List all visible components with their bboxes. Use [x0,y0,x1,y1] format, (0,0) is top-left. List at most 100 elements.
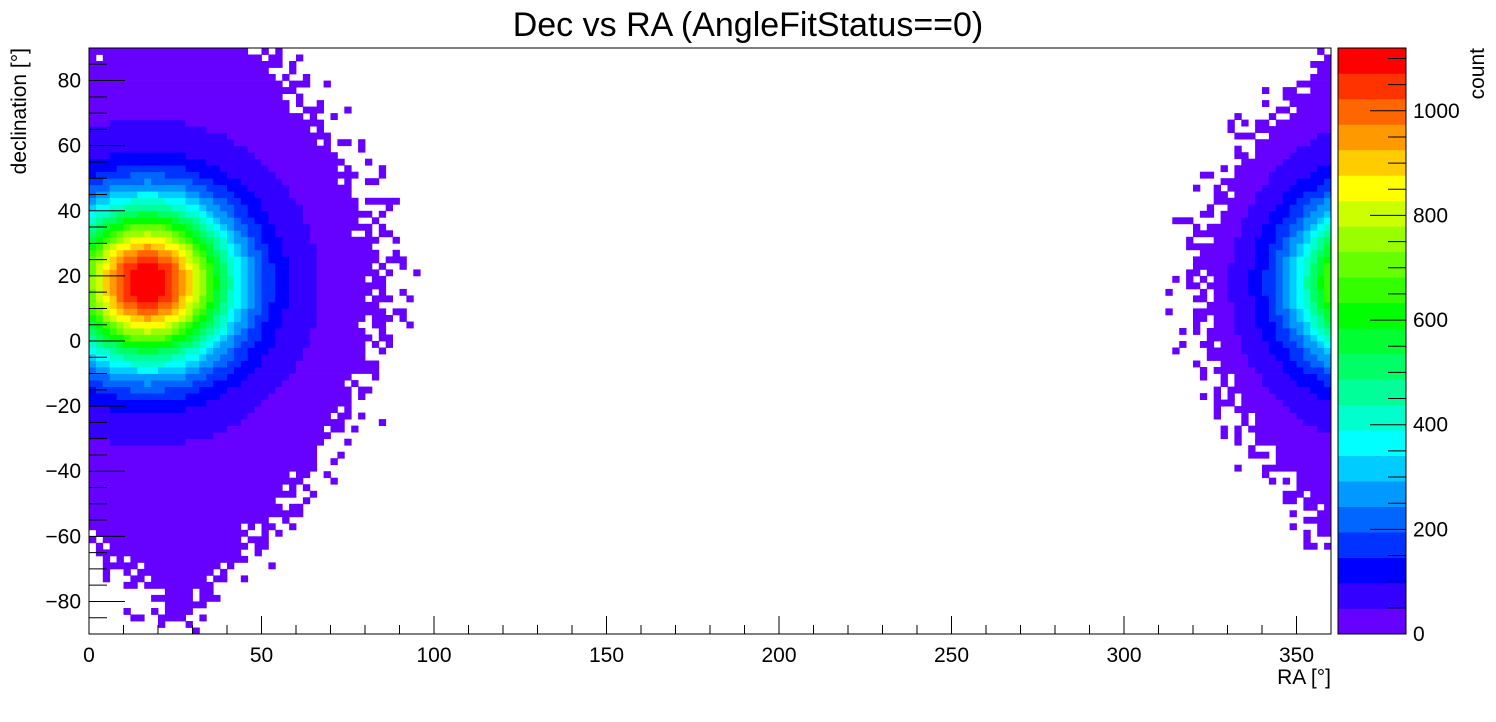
heatmap-cell [199,536,207,544]
heatmap-cell [1303,399,1311,407]
heatmap-cell [289,288,297,296]
heatmap-cell [309,308,318,316]
heatmap-cell [1282,158,1290,166]
heatmap-cell [227,295,235,303]
heatmap-cell [268,217,276,225]
colorbar-swatch [1338,251,1406,278]
heatmap-cell [123,93,131,101]
heatmap-cell [1262,152,1270,160]
heatmap-cell [185,497,193,505]
heatmap-cell [1282,197,1290,205]
heatmap-cell [316,100,324,107]
heatmap-cell [151,61,159,68]
heatmap-cell [289,503,297,511]
colorbar-tick-label: 0 [1413,623,1425,646]
heatmap-cell [220,432,228,440]
heatmap-cell [206,315,214,322]
heatmap-cell [213,412,221,420]
heatmap-cell [247,406,255,413]
heatmap-cell [178,373,186,381]
heatmap-cell [213,158,221,166]
heatmap-cell [130,269,138,277]
heatmap-cell [1268,230,1277,238]
heatmap-cell [1255,191,1263,199]
heatmap-cell [123,406,131,413]
heatmap-cell [254,497,262,505]
heatmap-cell [116,48,124,55]
heatmap-cell [1255,380,1263,387]
heatmap-cell [1255,341,1263,348]
heatmap-cell [268,315,276,322]
heatmap-cell [1248,315,1256,322]
heatmap-cell [240,87,249,94]
heatmap-cell [309,399,318,407]
heatmap-cell [178,608,186,615]
heatmap-cell [1248,243,1256,251]
heatmap-cell [261,106,269,114]
heatmap-cell [95,406,104,413]
heatmap-cell [254,210,262,218]
heatmap-cell [89,100,97,107]
heatmap-cell [309,223,318,231]
heatmap-cell [158,113,166,120]
heatmap-cell [109,282,117,290]
heatmap-cell [233,74,242,81]
heatmap-cell [240,249,249,257]
heatmap-cell [171,477,180,485]
heatmap-cell [365,334,373,342]
heatmap-cell [192,464,200,472]
heatmap-cell [206,93,214,101]
heatmap-cell [137,171,145,179]
heatmap-cell [268,197,276,205]
heatmap-cell [227,503,235,511]
heatmap-cell [254,282,262,290]
heatmap-cell [227,243,235,251]
heatmap-cell [1268,249,1277,257]
heatmap-cell [261,419,269,426]
heatmap-cell [123,536,131,544]
heatmap-cell [351,328,359,335]
heatmap-cell [351,367,359,374]
heatmap-cell [227,542,235,550]
heatmap-cell [95,282,104,290]
heatmap-cell [116,393,124,400]
heatmap-cell [227,477,235,485]
heatmap-cell [247,67,255,75]
heatmap-cell [337,249,345,257]
heatmap-cell [1193,295,1201,303]
heatmap-cell [254,223,262,231]
heatmap-cell [144,425,152,433]
heatmap-cell [282,458,290,466]
heatmap-cell [358,243,366,251]
heatmap-cell [220,269,228,277]
heatmap-cell [316,230,324,238]
heatmap-cell [275,191,283,199]
heatmap-cell [1193,308,1201,316]
heatmap-cell [1289,288,1297,296]
heatmap-cell [261,497,269,505]
heatmap-cell [1303,477,1311,485]
heatmap-cell [89,373,97,381]
heatmap-cell [158,523,166,531]
heatmap-cell [220,445,228,453]
heatmap-cell [151,165,159,173]
heatmap-cell [1255,243,1263,251]
heatmap-cell [1268,288,1277,296]
heatmap-cell [227,549,235,557]
heatmap-cell [123,516,131,524]
heatmap-cell [268,288,276,296]
heatmap-cell [95,106,104,114]
heatmap-cell [268,406,276,413]
heatmap-cell [296,217,304,225]
heatmap-cell [351,347,359,355]
heatmap-cell [289,347,297,355]
heatmap-cell [123,288,131,296]
heatmap-cell [220,152,228,160]
heatmap-cell [344,210,352,218]
heatmap-cell [144,321,152,329]
heatmap-cell [220,354,228,361]
heatmap-cell [240,380,249,387]
heatmap-cell [95,217,104,225]
heatmap-cell [171,425,180,433]
heatmap-cell [240,119,249,127]
